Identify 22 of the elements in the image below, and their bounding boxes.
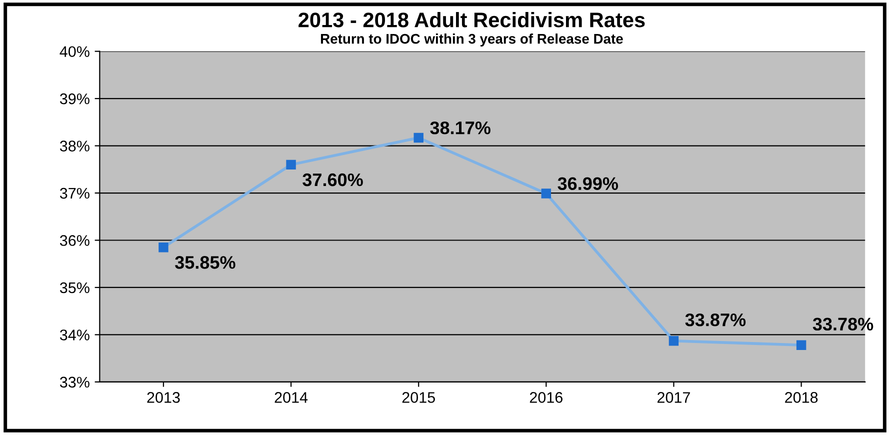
x-tick-label: 2013 bbox=[147, 392, 180, 403]
y-tick-label: 37% bbox=[60, 188, 90, 199]
data-label: 33.78% bbox=[812, 318, 874, 331]
y-tick-label: 40% bbox=[60, 46, 90, 58]
chart-title: 2013 - 2018 Adult Recidivism Rates bbox=[298, 12, 645, 28]
data-label: 33.87% bbox=[685, 313, 746, 326]
data-label: 35.85% bbox=[174, 256, 236, 269]
y-tick-label: 36% bbox=[60, 235, 90, 246]
x-tick-label: 2016 bbox=[530, 392, 562, 403]
data-label: 36.99% bbox=[558, 177, 618, 190]
data-label: 37.60% bbox=[302, 173, 363, 186]
y-tick-label: 35% bbox=[60, 282, 90, 294]
x-tick-label: 2018 bbox=[785, 392, 818, 403]
y-tick-label: 39% bbox=[60, 93, 90, 104]
x-tick-label: 2017 bbox=[658, 392, 690, 403]
y-tick-label: 34% bbox=[60, 330, 90, 340]
y-tick-label: 38% bbox=[60, 140, 90, 152]
x-tick-label: 2015 bbox=[402, 392, 435, 403]
y-tick-label: 33% bbox=[60, 376, 90, 388]
x-tick-label: 2014 bbox=[274, 392, 308, 403]
chart-subtitle: Return to IDOC within 3 years of Release Date bbox=[320, 34, 623, 46]
data-label: 38.17% bbox=[430, 121, 490, 134]
